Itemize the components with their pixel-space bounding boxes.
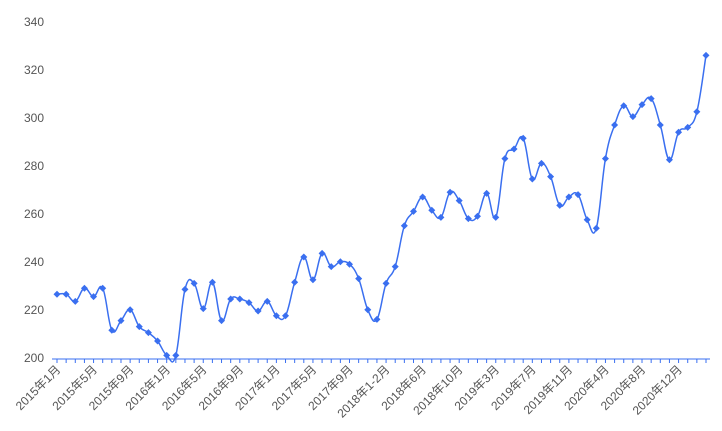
y-tick-label: 240 <box>24 255 44 269</box>
point <box>135 323 143 331</box>
point <box>218 317 226 325</box>
point <box>638 101 646 109</box>
point <box>556 201 564 209</box>
point <box>391 263 399 271</box>
point <box>665 156 673 164</box>
y-tick-label: 280 <box>24 159 44 173</box>
point <box>702 51 710 59</box>
y-tick-label: 300 <box>24 111 44 125</box>
point <box>373 315 381 323</box>
point <box>126 306 134 314</box>
point <box>537 159 545 167</box>
point <box>629 113 637 121</box>
y-tick-label: 200 <box>24 351 44 365</box>
point <box>245 299 253 307</box>
point <box>355 275 363 283</box>
point <box>263 297 271 305</box>
point <box>428 206 436 214</box>
point <box>601 155 609 163</box>
point <box>419 193 427 201</box>
point <box>336 258 344 266</box>
point <box>300 253 308 261</box>
point <box>620 102 628 110</box>
point <box>318 249 326 257</box>
point <box>528 175 536 183</box>
point <box>117 317 125 325</box>
point <box>464 215 472 223</box>
point <box>656 121 664 129</box>
line <box>56 55 707 363</box>
point <box>455 197 463 205</box>
point <box>592 224 600 232</box>
point <box>583 216 591 224</box>
point <box>364 306 372 314</box>
point <box>684 123 692 131</box>
point <box>611 121 619 129</box>
point <box>675 128 683 136</box>
point <box>473 212 481 220</box>
point <box>291 278 299 286</box>
point <box>172 351 180 359</box>
point <box>547 173 555 181</box>
point <box>154 337 162 345</box>
point <box>272 312 280 320</box>
point <box>208 278 216 286</box>
point <box>483 189 491 197</box>
point <box>254 307 262 315</box>
point <box>693 108 701 116</box>
point <box>71 297 79 305</box>
point <box>199 305 207 313</box>
point <box>437 213 445 221</box>
point <box>163 351 171 359</box>
y-tick-label: 340 <box>24 15 44 29</box>
point <box>565 193 573 201</box>
point <box>99 284 107 292</box>
point <box>190 279 198 287</box>
point <box>327 263 335 271</box>
point <box>53 290 61 298</box>
point <box>647 95 655 103</box>
point <box>90 293 98 301</box>
y-tick-label: 220 <box>24 303 44 317</box>
point <box>80 284 88 292</box>
point <box>519 134 527 142</box>
point <box>144 329 152 337</box>
point <box>227 295 235 303</box>
point <box>62 290 70 298</box>
point <box>236 295 244 303</box>
y-tick-label: 260 <box>24 207 44 221</box>
point <box>346 260 354 268</box>
point <box>282 312 290 320</box>
point <box>574 191 582 199</box>
point <box>108 326 116 334</box>
point <box>181 285 189 293</box>
y-tick-label: 320 <box>24 63 44 77</box>
point <box>501 155 509 163</box>
point <box>492 213 500 221</box>
point <box>510 145 518 153</box>
point <box>446 188 454 196</box>
point <box>400 222 408 230</box>
point <box>309 276 317 284</box>
point <box>409 207 417 215</box>
point <box>382 279 390 287</box>
